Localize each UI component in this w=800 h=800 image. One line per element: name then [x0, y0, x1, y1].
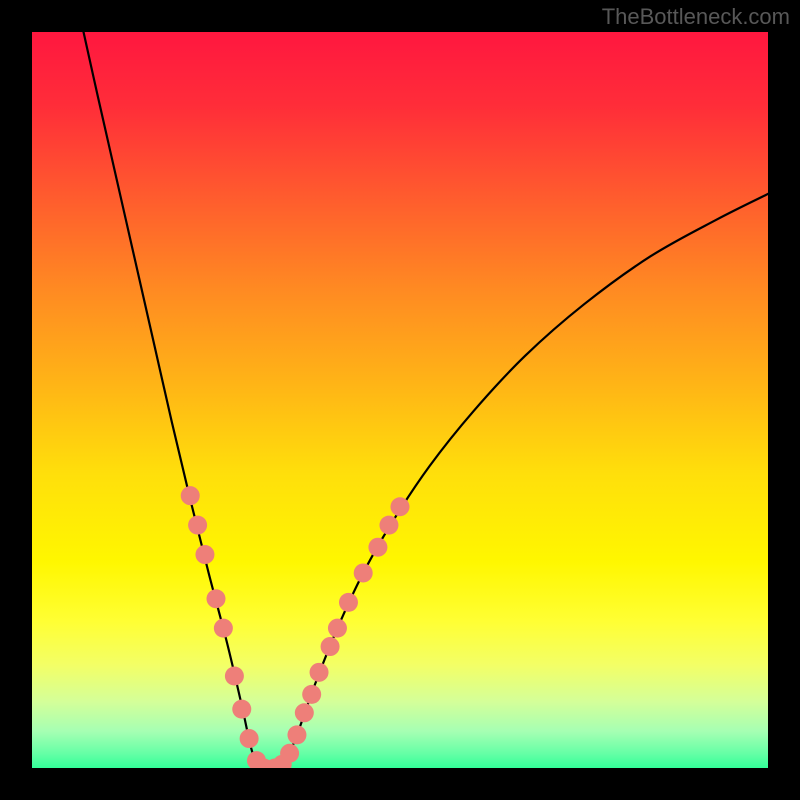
- data-marker: [328, 619, 347, 638]
- data-marker: [310, 663, 329, 682]
- data-marker: [339, 593, 358, 612]
- gradient-background: [32, 32, 768, 768]
- data-marker: [181, 486, 200, 505]
- data-marker: [368, 538, 387, 557]
- data-marker: [214, 619, 233, 638]
- data-marker: [354, 563, 373, 582]
- data-marker: [287, 725, 306, 744]
- data-marker: [321, 637, 340, 656]
- data-marker: [391, 497, 410, 516]
- data-marker: [379, 516, 398, 535]
- data-marker: [302, 685, 321, 704]
- data-marker: [225, 667, 244, 686]
- watermark-text: TheBottleneck.com: [602, 4, 790, 30]
- data-marker: [188, 516, 207, 535]
- data-marker: [195, 545, 214, 564]
- data-marker: [295, 703, 314, 722]
- bottleneck-chart: [0, 0, 800, 800]
- data-marker: [280, 744, 299, 763]
- data-marker: [207, 589, 226, 608]
- data-marker: [232, 700, 251, 719]
- data-marker: [240, 729, 259, 748]
